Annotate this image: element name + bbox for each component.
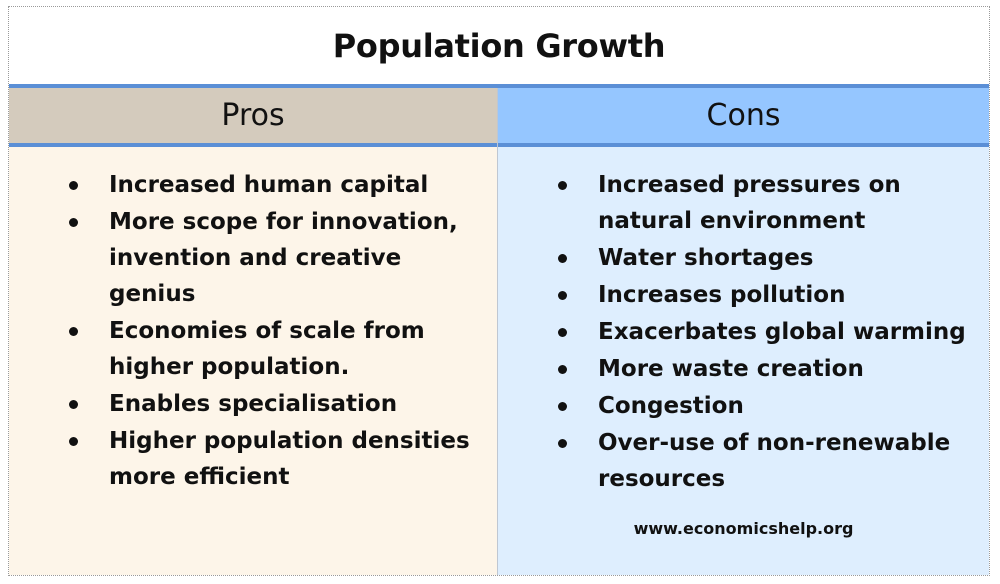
bullet-icon	[69, 400, 78, 409]
list-item: More scope for innovation, invention and…	[67, 204, 487, 312]
pros-header: Pros	[9, 88, 497, 143]
bullet-icon	[558, 181, 567, 190]
title-row: Population Growth	[9, 7, 989, 85]
pros-item-text: Economies of scale from higher populatio…	[109, 318, 425, 380]
pros-list: Increased human capital More scope for i…	[67, 167, 487, 496]
pros-item-text: Enables specialisation	[109, 391, 398, 417]
list-item: Exacerbates global warming	[556, 314, 981, 350]
source-credit: www.economicshelp.org	[633, 519, 854, 538]
list-item: Increased human capital	[67, 167, 487, 203]
bullet-icon	[558, 439, 567, 448]
title-divider	[9, 84, 989, 88]
bullet-icon	[69, 437, 78, 446]
bullet-icon	[558, 402, 567, 411]
bullet-icon	[558, 254, 567, 263]
list-item: Congestion	[556, 388, 981, 424]
pros-item-text: Increased human capital	[109, 172, 429, 198]
list-item: More waste creation	[556, 351, 981, 387]
bullet-icon	[558, 365, 567, 374]
header-divider	[9, 143, 989, 147]
cons-header: Cons	[498, 88, 989, 143]
cons-item-text: Over-use of non-renewable resources	[598, 430, 951, 492]
column-divider	[497, 88, 498, 575]
bullet-icon	[558, 328, 567, 337]
table-frame	[8, 6, 990, 576]
cons-item-text: Increased pressures on natural environme…	[598, 172, 901, 234]
cons-item-text: Increases pollution	[598, 282, 846, 308]
cons-item-text: More waste creation	[598, 356, 864, 382]
list-item: Over-use of non-renewable resources	[556, 425, 981, 497]
cons-item-text: Water shortages	[598, 245, 814, 271]
cons-list: Increased pressures on natural environme…	[556, 167, 981, 498]
pros-item-text: More scope for innovation, invention and…	[109, 209, 458, 307]
list-item: Higher population densities more efficie…	[67, 423, 487, 495]
bullet-icon	[558, 291, 567, 300]
cons-column: Increased pressures on natural environme…	[498, 147, 989, 575]
pros-item-text: Higher population densities more efficie…	[109, 428, 470, 490]
list-item: Increased pressures on natural environme…	[556, 167, 981, 239]
cons-item-text: Exacerbates global warming	[598, 319, 966, 345]
list-item: Water shortages	[556, 240, 981, 276]
cons-item-text: Congestion	[598, 393, 744, 419]
list-item: Enables specialisation	[67, 386, 487, 422]
page-title: Population Growth	[332, 27, 666, 65]
pros-column: Increased human capital More scope for i…	[9, 147, 497, 575]
bullet-icon	[69, 218, 78, 227]
bullet-icon	[69, 327, 78, 336]
bullet-icon	[69, 181, 78, 190]
list-item: Increases pollution	[556, 277, 981, 313]
list-item: Economies of scale from higher populatio…	[67, 313, 487, 385]
